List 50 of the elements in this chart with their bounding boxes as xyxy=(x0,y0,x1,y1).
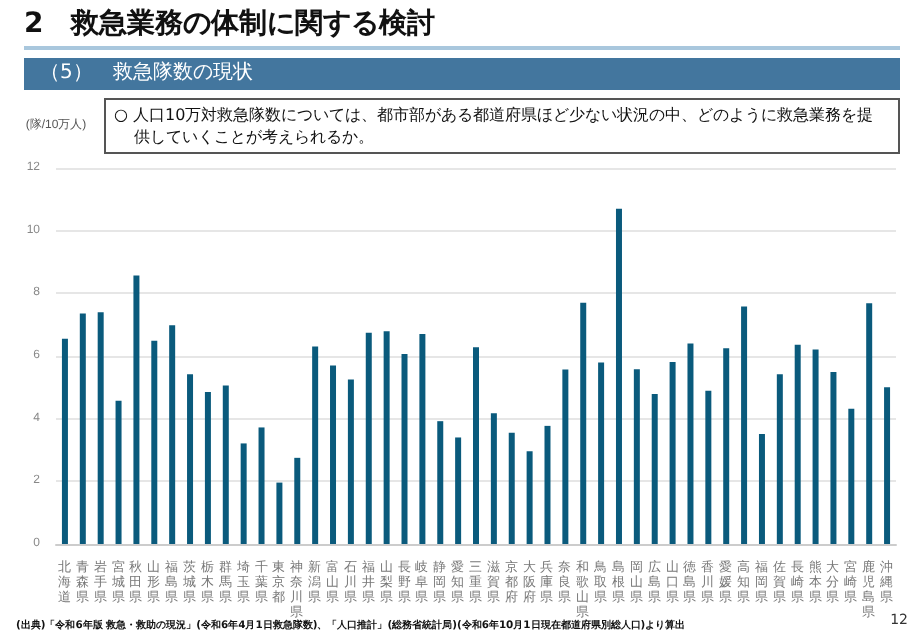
bar xyxy=(473,347,479,544)
bar xyxy=(365,332,372,544)
bar xyxy=(490,413,497,544)
bar xyxy=(187,374,194,544)
bar xyxy=(401,354,408,544)
bar xyxy=(687,343,694,544)
bar xyxy=(866,303,873,544)
bar xyxy=(151,340,158,544)
bar xyxy=(598,362,605,544)
bar xyxy=(651,393,658,544)
bar xyxy=(419,334,426,544)
bar xyxy=(169,325,176,544)
bar xyxy=(437,421,444,544)
bar xyxy=(884,387,891,544)
bar xyxy=(848,408,855,544)
bar xyxy=(79,313,86,544)
bar xyxy=(669,361,676,544)
chart-subtitle: （5） 救急隊数の現状 xyxy=(24,58,900,90)
bar xyxy=(758,434,765,544)
bar xyxy=(830,371,837,544)
bar xyxy=(776,374,783,544)
bar xyxy=(258,427,265,544)
bar xyxy=(204,392,211,544)
bar xyxy=(508,432,515,544)
bar xyxy=(723,348,730,544)
bar xyxy=(294,457,301,544)
bar xyxy=(526,451,533,544)
bar xyxy=(455,437,462,544)
bar xyxy=(633,369,640,544)
bar xyxy=(562,369,569,544)
bar xyxy=(383,331,390,544)
text: ○ 人口10万対救急隊数については、都市部がある都道府県ほど少ない状況の中、どのように救急業務を提供していくことが考えられるか。 xyxy=(104,98,900,154)
bar xyxy=(240,443,247,544)
bar xyxy=(97,312,104,544)
bar xyxy=(615,208,622,544)
bar xyxy=(812,349,819,544)
bar xyxy=(580,302,587,544)
bar xyxy=(61,338,68,544)
bar xyxy=(544,425,551,544)
bar xyxy=(347,379,354,544)
bar xyxy=(705,390,712,544)
chart-title: 2 救急業務の体制に関する検討 xyxy=(24,6,436,42)
bar xyxy=(330,365,337,544)
bar xyxy=(741,306,748,544)
bar xyxy=(222,385,229,544)
bar xyxy=(794,344,801,544)
bar xyxy=(312,346,319,544)
bar xyxy=(115,400,122,544)
bar xyxy=(276,482,283,544)
bar xyxy=(133,275,140,544)
